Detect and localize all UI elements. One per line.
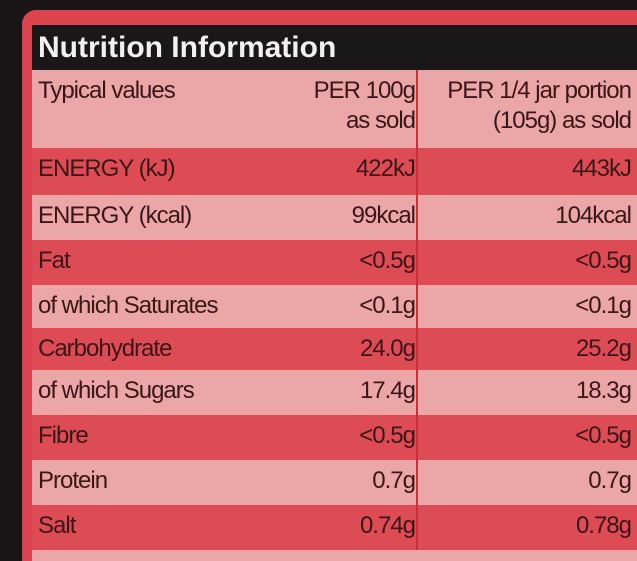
table-cell: <0.1g <box>359 292 416 319</box>
table-cell: 0.7g <box>588 467 632 494</box>
table-cell: ENERGY (kJ) <box>38 155 176 182</box>
divider <box>416 415 418 460</box>
divider <box>416 370 418 415</box>
divider <box>416 70 418 148</box>
table-cell: <0.5g <box>575 422 632 449</box>
table-cell: <0.5g <box>359 422 416 449</box>
table-cell: 0.7g <box>372 467 416 494</box>
table-row: Salt 0.74g 0.78g <box>32 505 637 550</box>
table-row: of which Sugars 17.4g 18.3g <box>32 370 637 415</box>
divider <box>416 240 418 285</box>
divider <box>416 460 418 505</box>
table-cell: 25.2g <box>575 335 632 362</box>
table-row: Protein 0.7g 0.7g <box>32 460 637 505</box>
divider <box>416 285 418 328</box>
footer-strip <box>32 550 637 561</box>
table-cell: Fibre <box>38 422 89 449</box>
divider <box>416 505 418 550</box>
table-cell: 18.3g <box>575 377 632 404</box>
table-cell: of which Saturates <box>38 292 218 319</box>
table-row: ENERGY (kJ) 422kJ 443kJ <box>32 148 637 195</box>
table-row: of which Saturates <0.1g <0.1g <box>32 285 637 328</box>
table-cell: ENERGY (kcal) <box>38 202 192 229</box>
table-cell: 17.4g <box>359 377 416 404</box>
table-row: Carbohydrate 24.0g 25.2g <box>32 328 637 370</box>
header-cell: PER 1/4 jar portion (105g) as sold <box>447 77 632 134</box>
table-row: ENERGY (kcal) 99kcal 104kcal <box>32 195 637 240</box>
table-cell: Protein <box>38 467 108 494</box>
table-row: Fat <0.5g <0.5g <box>32 240 637 285</box>
table-cell: 422kJ <box>355 155 416 182</box>
table-cell: 0.78g <box>575 512 632 539</box>
table-cell: 104kcal <box>555 202 632 229</box>
table-cell: Salt <box>38 512 76 539</box>
table-cell: 24.0g <box>359 335 416 362</box>
table-cell: 443kJ <box>571 155 632 182</box>
table-cell: Carbohydrate <box>38 335 172 362</box>
divider <box>416 148 418 195</box>
table-cell: <0.5g <box>575 247 632 274</box>
table-cell: <0.1g <box>575 292 632 319</box>
header-cell: Typical values <box>38 77 176 104</box>
table-cell: of which Sugars <box>38 377 195 404</box>
header-row: Typical values PER 100g as sold PER 1/4 ja… <box>32 70 637 148</box>
table-cell: 0.74g <box>359 512 416 539</box>
nutrition-label: Nutrition Information Typical values PER … <box>22 10 637 561</box>
table-cell: 99kcal <box>351 202 416 229</box>
table-cell: <0.5g <box>359 247 416 274</box>
header-cell: PER 100g as sold <box>313 77 416 134</box>
table-cell: Fat <box>38 247 71 274</box>
table-row: Fibre <0.5g <0.5g <box>32 415 637 460</box>
divider <box>416 328 418 370</box>
title: Nutrition Information <box>32 25 637 70</box>
divider <box>416 195 418 240</box>
